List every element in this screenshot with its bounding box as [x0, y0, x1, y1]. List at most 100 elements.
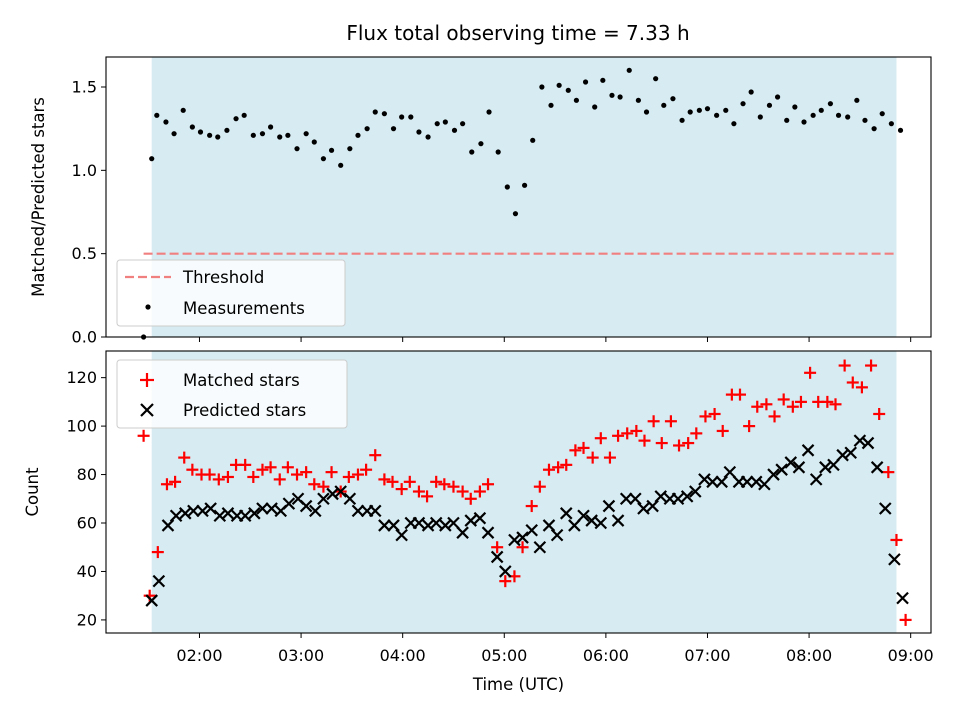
predicted-star-point	[896, 591, 909, 605]
ratio-legend-box	[116, 259, 346, 327]
y-tick-label: 100	[66, 417, 97, 436]
predicted-star-point	[499, 565, 512, 578]
measurement-point	[748, 89, 754, 95]
x-axis-label: Time (UTC)	[472, 675, 564, 694]
matched-star-point	[743, 420, 756, 433]
y-tick-label: 0.0	[72, 328, 97, 347]
count-legend: Matched stars Predicted stars	[116, 359, 348, 429]
predicted-star-point	[619, 492, 633, 506]
measurement-point	[355, 132, 361, 138]
predicted-star-point	[715, 475, 728, 489]
predicted-star-point	[395, 528, 408, 542]
predicted-star-point	[819, 461, 832, 474]
measurement-point	[556, 82, 562, 88]
predicted-star-point	[248, 507, 261, 520]
measurement-point	[521, 182, 528, 188]
measurement-point	[862, 117, 868, 123]
predicted-star-point	[646, 499, 659, 513]
measurement-point	[189, 124, 195, 130]
predicted-star-point	[723, 465, 737, 479]
matched-star-point	[186, 463, 199, 476]
matched-star-point	[137, 429, 150, 442]
predicted-star-point	[282, 497, 296, 510]
matched-star-point	[673, 439, 686, 452]
predicted-star-point	[809, 473, 823, 486]
measurement-point	[408, 114, 414, 120]
predicted-star-point	[161, 519, 175, 532]
legend-measurements-label: Measurements	[183, 299, 305, 318]
matched-star-point	[342, 470, 355, 483]
predicted-star-point	[568, 519, 581, 532]
measurement-point	[390, 126, 397, 132]
predicted-star-point	[749, 475, 763, 489]
predicted-star-point	[698, 473, 711, 486]
matched-star-point	[586, 451, 599, 464]
measurement-point	[670, 96, 676, 102]
matched-star-point	[499, 575, 512, 588]
measurement-point	[285, 132, 291, 138]
matched-star-point	[160, 478, 173, 491]
predicted-star-point	[775, 463, 788, 476]
matched-star-point	[655, 437, 668, 450]
measurement-point	[687, 109, 693, 115]
predicted-star-point	[309, 504, 322, 518]
measurement-point	[434, 121, 440, 127]
predicted-star-point	[152, 574, 166, 588]
predicted-star-point	[611, 514, 625, 527]
legend-measurements-swatch	[145, 304, 151, 310]
matched-star-point	[542, 463, 555, 476]
measurement-point	[801, 119, 807, 125]
count-y-ticks: 20 40 60 80 100 120	[66, 368, 106, 629]
predicted-star-point	[490, 550, 504, 564]
matched-star-point	[794, 395, 807, 408]
matched-star-point	[838, 359, 851, 372]
predicted-star-point	[326, 487, 339, 501]
measurement-point	[530, 137, 536, 143]
measurement-point	[757, 114, 763, 120]
measurement-point	[740, 101, 746, 107]
predicted-star-point	[801, 444, 815, 457]
measurement-point	[643, 109, 650, 115]
predicted-star-point	[412, 516, 426, 530]
matched-star-point	[804, 366, 817, 379]
measurement-point	[504, 184, 510, 190]
predicted-star-point	[473, 511, 487, 525]
y-tick-label: 20	[77, 610, 97, 629]
measurement-point	[451, 127, 458, 133]
measurement-point	[442, 119, 448, 125]
predicted-star-point	[844, 446, 858, 460]
measurement-point	[679, 117, 685, 123]
matched-star-point	[612, 429, 625, 442]
matched-star-point	[682, 437, 695, 450]
measurement-point	[854, 97, 860, 103]
matched-star-point	[430, 475, 443, 488]
y-tick-label: 120	[66, 368, 97, 387]
legend-predicted-label: Predicted stars	[183, 401, 306, 420]
count-x-ticks: 02:00 03:00 04:00 05:00 06:00 07:00 08:00 09:00	[176, 633, 934, 665]
measurement-point	[241, 112, 247, 118]
y-tick-label: 80	[77, 465, 97, 484]
y-tick-label: 0.5	[72, 244, 97, 263]
matched-star-point	[751, 400, 764, 413]
matched-star-point	[560, 458, 573, 471]
measurement-point	[845, 114, 851, 120]
matched-star-point	[308, 478, 321, 491]
matched-star-point	[708, 407, 721, 420]
y-tick-label: 60	[77, 514, 97, 533]
measurement-point	[582, 79, 589, 85]
measurement-point	[696, 107, 702, 113]
y-tick-label: 1.0	[72, 161, 97, 180]
matched-star-point	[777, 393, 790, 406]
matched-star-point	[412, 485, 425, 498]
matched-star-point	[403, 475, 416, 488]
measurements-points	[140, 67, 904, 340]
predicted-star-point	[861, 436, 875, 450]
measurement-point	[548, 102, 554, 108]
matched-star-point	[760, 398, 773, 411]
measurement-point	[792, 104, 798, 110]
measurement-point	[277, 134, 283, 140]
measurement-point	[879, 111, 885, 117]
ratio-legend: Threshold Measurements	[116, 259, 346, 327]
predicted-star-point	[836, 448, 849, 462]
